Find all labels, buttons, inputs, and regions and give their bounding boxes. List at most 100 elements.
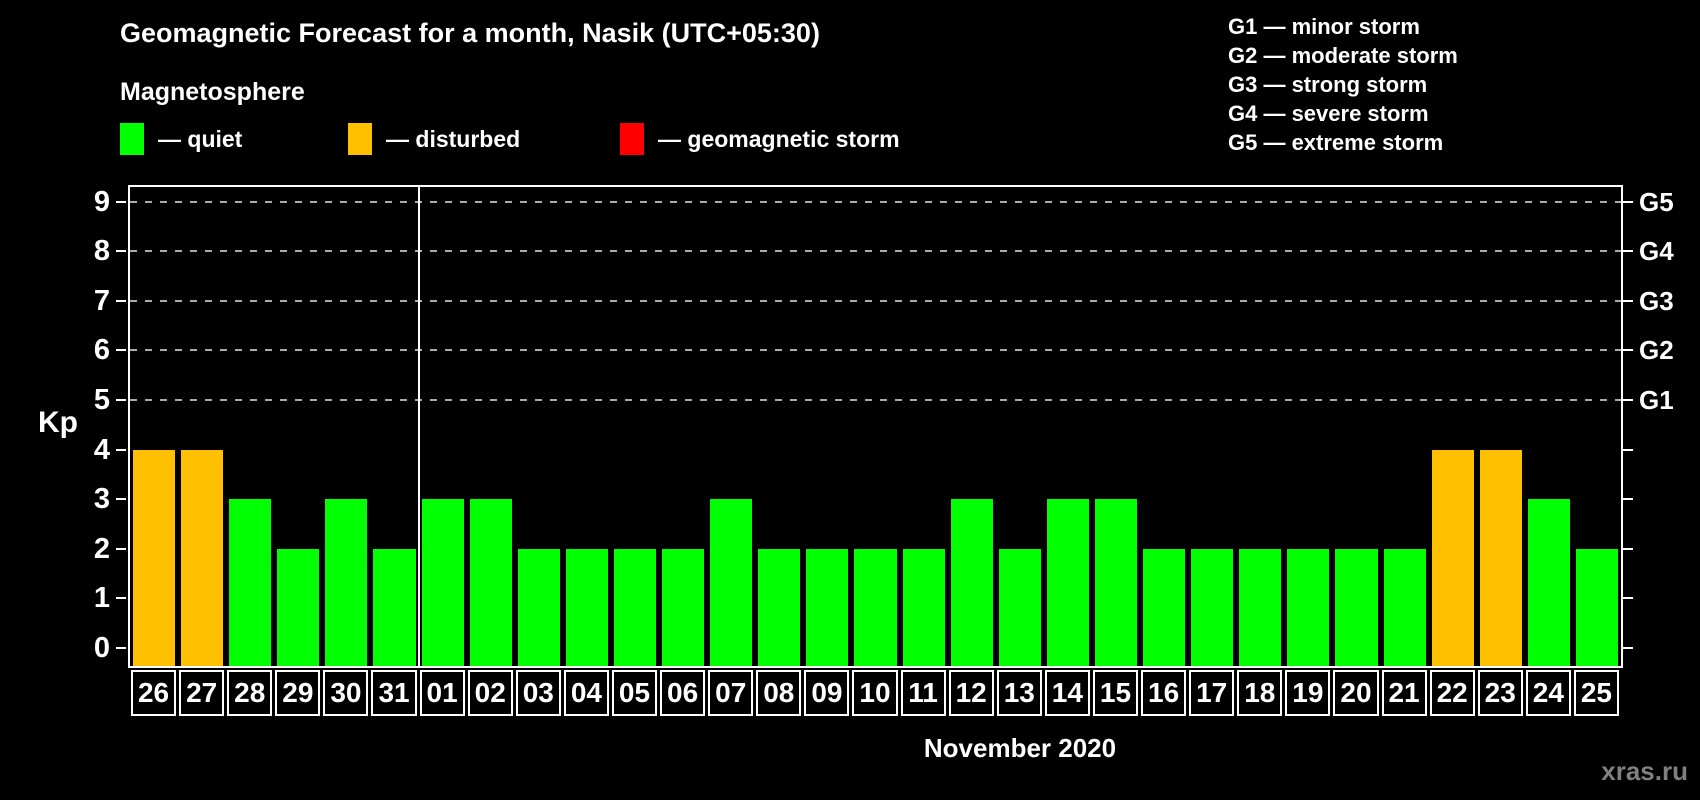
y-axis-tick-left-1 [116, 597, 126, 600]
y-axis-tick-right-9 [1623, 200, 1633, 203]
y-axis-tick-left-2 [116, 547, 126, 550]
g1-legend-line: G1 — minor storm [1228, 14, 1420, 39]
y-axis-tick-right-8 [1623, 250, 1633, 253]
quiet-color-swatch [120, 123, 144, 155]
y-axis-tick-right-2 [1623, 547, 1633, 550]
y-axis-tick-left-4 [116, 448, 126, 451]
y-axis-tick-left-0 [116, 647, 126, 649]
day-label-21: 21 [1381, 670, 1427, 716]
right-axis-label-g2: G2 [1639, 335, 1674, 366]
y-axis-label-6: 6 [93, 334, 110, 367]
y-axis-tick-right-6 [1623, 349, 1633, 352]
bar-day-04 [565, 548, 608, 666]
bar-day-02 [469, 499, 512, 666]
bar-day-22 [1431, 449, 1474, 666]
day-label-16: 16 [1141, 670, 1187, 716]
legend-storm-label: — geomagnetic storm [658, 125, 900, 152]
bar-day-27 [181, 449, 224, 666]
day-label-08: 08 [756, 670, 802, 716]
g-scale-legend: G1 — minor storm G2 — moderate storm G3 … [1228, 12, 1458, 157]
day-label-01: 01 [419, 670, 465, 716]
day-label-03: 03 [515, 670, 561, 716]
bar-day-06 [662, 548, 705, 666]
right-axis-label-g5: G5 [1639, 186, 1674, 217]
y-axis-label-9: 9 [93, 185, 110, 218]
y-axis-label-2: 2 [93, 532, 110, 565]
day-label-05: 05 [611, 670, 658, 716]
day-label-17: 17 [1189, 670, 1235, 716]
g4-legend-line: G4 — severe storm [1228, 101, 1429, 126]
bar-day-14 [1046, 499, 1089, 666]
day-label-27: 27 [179, 670, 225, 716]
gridline-g2 [130, 349, 1621, 352]
right-axis-label-g4: G4 [1639, 236, 1674, 267]
day-label-04: 04 [563, 670, 609, 716]
y-axis-tick-left-6 [116, 349, 126, 352]
day-label-20: 20 [1333, 670, 1379, 716]
day-label-10: 10 [852, 670, 898, 716]
day-label-23: 23 [1477, 670, 1523, 716]
right-axis-label-g3: G3 [1639, 285, 1674, 316]
plot-area [128, 185, 1623, 668]
y-axis-label-0: 0 [93, 632, 110, 664]
y-axis-tick-left-7 [116, 299, 126, 302]
chart-title: Geomagnetic Forecast for a month, Nasik … [120, 18, 820, 48]
bar-day-10 [854, 548, 897, 666]
bar-day-03 [517, 548, 560, 666]
y-axis-label-3: 3 [93, 483, 110, 516]
bar-day-19 [1287, 548, 1330, 666]
bar-day-05 [613, 548, 657, 666]
bar-day-23 [1479, 449, 1522, 666]
y-axis-tick-right-7 [1623, 299, 1633, 302]
day-label-28: 28 [227, 670, 273, 716]
gridline-g4 [130, 250, 1621, 253]
bar-day-28 [229, 499, 272, 666]
g2-legend-line: G2 — moderate storm [1228, 43, 1458, 68]
bar-day-18 [1239, 548, 1282, 666]
day-label-12: 12 [948, 670, 994, 716]
y-axis-tick-right-4 [1623, 448, 1633, 451]
day-label-18: 18 [1237, 670, 1283, 716]
y-axis-tick-left-3 [116, 498, 126, 501]
month-separator-line [417, 187, 420, 666]
legend-disturbed-label: — disturbed [386, 125, 521, 152]
bar-day-16 [1143, 548, 1186, 666]
bar-day-24 [1527, 499, 1570, 666]
bar-day-20 [1335, 548, 1378, 666]
legend-quiet-label: — quiet [158, 125, 243, 152]
day-label-15: 15 [1092, 670, 1139, 716]
y-axis-tick-right-0 [1623, 647, 1633, 649]
bar-day-11 [902, 548, 945, 666]
gridline-g5 [130, 200, 1621, 203]
storm-color-swatch [620, 123, 644, 155]
legend-item-quiet: — quiet [120, 122, 242, 156]
day-label-31: 31 [371, 670, 417, 716]
disturbed-color-swatch [348, 123, 372, 155]
y-axis-tick-left-9 [116, 200, 126, 203]
y-axis-label-1: 1 [93, 582, 110, 615]
day-label-06: 06 [660, 670, 706, 716]
bar-day-09 [806, 548, 849, 666]
day-label-09: 09 [804, 670, 850, 716]
day-label-29: 29 [275, 670, 321, 716]
g3-legend-line: G3 — strong storm [1228, 72, 1428, 97]
day-label-02: 02 [467, 670, 513, 716]
y-axis-tick-left-5 [116, 399, 126, 401]
gridline-g1 [130, 399, 1621, 401]
bar-day-31 [373, 548, 416, 666]
bar-day-17 [1191, 548, 1234, 666]
day-label-07: 07 [708, 670, 754, 716]
chart-subtitle: Magnetosphere [120, 78, 305, 106]
bar-day-07 [710, 499, 753, 666]
y-axis-title: Kp [38, 406, 78, 439]
bar-day-13 [998, 548, 1041, 666]
day-label-19: 19 [1285, 670, 1331, 716]
y-axis-label-8: 8 [93, 235, 110, 268]
bar-day-15 [1094, 499, 1138, 666]
day-label-30: 30 [323, 670, 369, 716]
bar-day-08 [758, 548, 801, 666]
bar-day-21 [1383, 548, 1426, 666]
y-axis-tick-left-8 [116, 250, 126, 253]
bar-day-30 [325, 499, 368, 666]
day-label-24: 24 [1525, 670, 1571, 716]
